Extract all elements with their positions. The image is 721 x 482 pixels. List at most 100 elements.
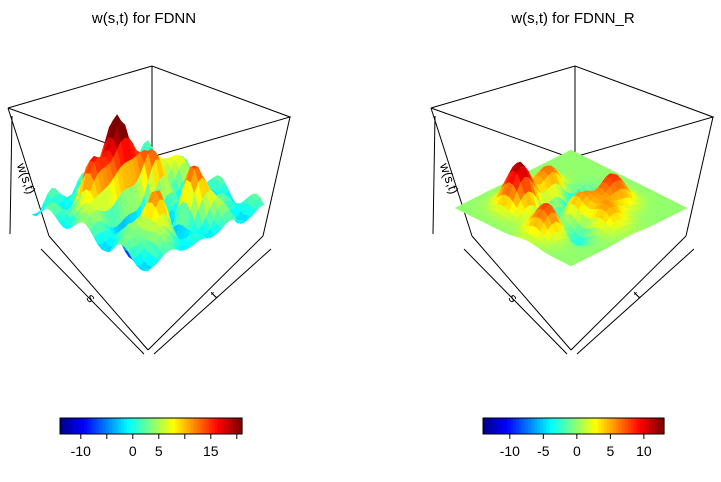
- colorbar-swatch: [612, 418, 617, 434]
- z-axis-arrow: [9, 115, 13, 235]
- colorbar-swatch: [175, 418, 179, 434]
- colorbar-swatch: [72, 418, 76, 434]
- colorbar-swatch: [537, 418, 541, 434]
- colorbar-swatch: [205, 418, 210, 434]
- colorbar-swatch: [120, 418, 125, 434]
- box-right-edge: [262, 116, 291, 237]
- colorbar-swatch: [66, 418, 70, 434]
- colorbar-swatch: [141, 418, 146, 434]
- colorbar-swatch: [90, 418, 94, 434]
- colorbar-swatch: [144, 418, 149, 434]
- colorbar-swatch: [582, 418, 587, 434]
- t-axis-arrow: [576, 248, 695, 355]
- colorbar-swatch: [114, 418, 119, 434]
- colorbar-swatch: [606, 418, 611, 434]
- colorbar-swatch: [117, 418, 122, 434]
- colorbar: -10 -5 0 5 10: [482, 417, 665, 459]
- s-axis-arrow: [463, 248, 568, 355]
- colorbar-swatch: [223, 418, 228, 434]
- colorbar-swatch: [552, 418, 556, 434]
- colorbar-tick-label: 5: [155, 443, 163, 459]
- colorbar-swatch: [123, 418, 128, 434]
- colorbar-swatch: [621, 418, 626, 434]
- axis-arrows: [432, 115, 695, 355]
- colorbar-swatch: [495, 418, 499, 434]
- colorbar-swatch: [138, 418, 143, 434]
- colorbar-swatch: [63, 418, 67, 434]
- colorbar-swatch: [603, 418, 608, 434]
- t-axis-arrow: [153, 248, 272, 355]
- colorbar-swatch: [594, 418, 599, 434]
- colorbar-swatch: [486, 418, 490, 434]
- box-bottom-right-edge: [570, 235, 687, 351]
- colorbar-swatch: [211, 418, 216, 434]
- colorbar-swatch: [561, 418, 566, 434]
- chart-title: w(s,t) for FDNN_R: [510, 10, 635, 27]
- colorbar-swatch: [69, 418, 73, 434]
- colorbar-swatch: [639, 418, 644, 434]
- x-axis-label: s: [84, 290, 100, 306]
- colorbar-swatch: [126, 418, 131, 434]
- colorbar-tick-label: 15: [203, 443, 219, 459]
- colorbar-swatch: [648, 418, 653, 434]
- colorbar-swatch: [555, 418, 560, 434]
- colorbar-swatch: [558, 418, 563, 434]
- colorbar-tick-label: 10: [636, 443, 652, 459]
- colorbar-swatch: [151, 418, 155, 434]
- colorbar-swatch: [172, 418, 176, 434]
- colorbar-tick-label: -10: [71, 443, 91, 459]
- colorbar-frame: [59, 417, 243, 435]
- colorbar-swatch: [202, 418, 207, 434]
- colorbar-swatch: [178, 418, 182, 434]
- colorbar-swatch: [528, 418, 532, 434]
- box-bottom-right-edge: [147, 235, 264, 351]
- colorbar-swatch: [636, 418, 641, 434]
- colorbar-swatch: [81, 418, 85, 434]
- colorbar-swatch: [102, 418, 107, 434]
- colorbar-swatch: [132, 418, 137, 434]
- colorbar-swatch: [570, 418, 575, 434]
- colorbar-swatch: [573, 418, 578, 434]
- colorbar-swatch: [220, 418, 225, 434]
- box-left-edge: [430, 107, 473, 237]
- colorbar-swatch: [492, 418, 496, 434]
- colorbar-swatch: [534, 418, 538, 434]
- plot-box: [430, 65, 715, 351]
- colorbar-swatch: [543, 418, 547, 434]
- colorbar-swatch: [169, 418, 173, 434]
- colorbar-swatch: [600, 418, 605, 434]
- box-top-edge: [430, 65, 715, 159]
- colorbar-swatch: [579, 418, 584, 434]
- colorbar-swatch: [501, 418, 505, 434]
- colorbar-swatch: [615, 418, 620, 434]
- colorbar-swatch: [645, 418, 650, 434]
- colorbar-swatch: [235, 418, 240, 434]
- colorbar-swatch: [93, 418, 97, 434]
- surface: [454, 149, 688, 267]
- colorbar-swatch: [642, 418, 647, 434]
- chart-title: w(s,t) for FDNN: [91, 10, 196, 27]
- z-axis-label: w(s,t): [13, 160, 38, 196]
- box-bottom-left-edge: [48, 235, 149, 351]
- colorbar-swatch: [483, 418, 487, 434]
- colorbar-swatch: [147, 418, 152, 434]
- colorbar-swatch: [187, 418, 192, 434]
- colorbar-swatch: [588, 418, 593, 434]
- box-right-edge: [685, 116, 714, 237]
- colorbar-swatch: [166, 418, 170, 434]
- colorbar-swatch: [630, 418, 635, 434]
- colorbar-swatch: [651, 418, 656, 434]
- colorbar-swatch: [660, 418, 665, 434]
- colorbar-swatch: [498, 418, 502, 434]
- colorbar-swatch: [657, 418, 662, 434]
- colorbar-swatch: [609, 418, 614, 434]
- colorbar-swatch: [504, 418, 508, 434]
- colorbar-swatch: [633, 418, 638, 434]
- colorbar-tick-label: 0: [573, 443, 581, 459]
- colorbar-swatch: [585, 418, 590, 434]
- colorbar-tick-label: 5: [606, 443, 614, 459]
- colorbar-swatch: [105, 418, 110, 434]
- colorbar-swatch: [157, 418, 161, 434]
- colorbar-swatch: [181, 418, 185, 434]
